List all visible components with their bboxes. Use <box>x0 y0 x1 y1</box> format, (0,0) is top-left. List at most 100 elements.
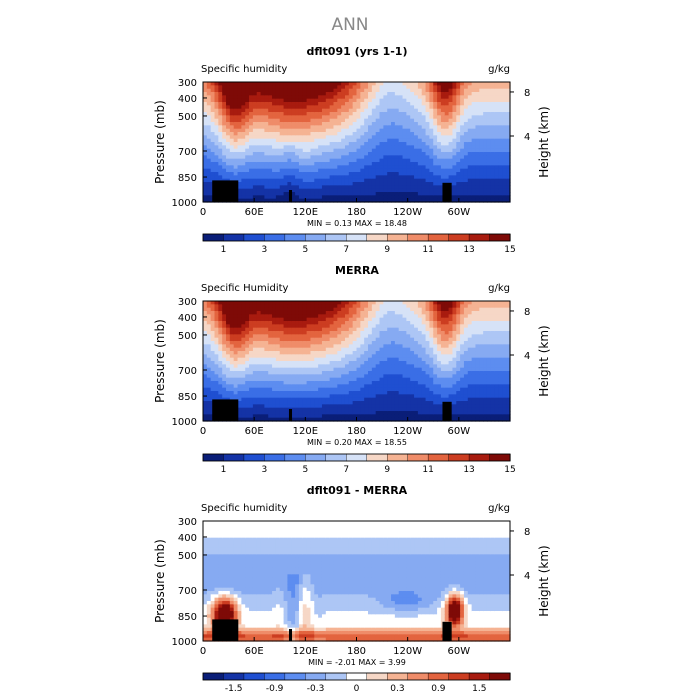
heatmap-cell <box>203 142 208 146</box>
heatmap-cell <box>452 82 457 86</box>
heatmap-cell <box>383 377 388 382</box>
heatmap-cell <box>283 417 289 422</box>
heatmap-cell <box>272 155 277 160</box>
heatmap-cell <box>371 168 377 173</box>
heatmap-cell <box>283 351 289 355</box>
heatmap-cell <box>206 122 212 126</box>
heatmap-cell <box>383 162 388 166</box>
heatmap-cell <box>252 128 258 133</box>
heatmap-cell <box>287 172 292 176</box>
heatmap-cell <box>256 394 262 399</box>
heatmap-cell <box>256 407 262 412</box>
heatmap-cell <box>314 401 319 405</box>
heatmap-cell <box>260 162 265 166</box>
heatmap-cell <box>314 417 319 422</box>
heatmap-cell <box>440 155 446 160</box>
heatmap-cell <box>364 198 369 203</box>
heatmap-cell <box>210 92 216 96</box>
heatmap-cell <box>398 88 404 93</box>
heatmap-cell <box>425 178 431 183</box>
heatmap-cell <box>406 148 411 153</box>
heatmap-cell <box>364 311 369 315</box>
heatmap-cell <box>310 165 315 170</box>
heatmap-cell <box>463 158 469 163</box>
heatmap-cell <box>364 371 369 375</box>
heatmap-cell <box>325 307 331 312</box>
heatmap-cell <box>214 364 219 369</box>
heatmap-cell <box>364 172 369 176</box>
heatmap-cell <box>460 82 465 86</box>
heatmap-cell <box>398 125 404 130</box>
heatmap-cell <box>483 178 488 183</box>
heatmap-cell <box>433 98 438 103</box>
heatmap-cell <box>341 384 346 389</box>
heatmap-cell <box>279 394 285 399</box>
heatmap-cell <box>272 397 277 402</box>
heatmap-cell <box>486 115 492 120</box>
heatmap-cell <box>321 331 327 335</box>
heatmap-cell <box>433 122 438 126</box>
heatmap-cell <box>356 414 361 419</box>
heatmap-cell <box>383 397 388 402</box>
heatmap-cell <box>352 417 358 422</box>
heatmap-cell <box>245 417 250 422</box>
heatmap-cell <box>218 304 223 309</box>
heatmap-cell <box>456 182 461 186</box>
heatmap-cell <box>287 391 292 395</box>
heatmap-cell <box>237 381 242 385</box>
heatmap-cell <box>402 95 407 100</box>
heatmap-cell <box>375 98 381 103</box>
heatmap-cell <box>502 165 507 170</box>
heatmap-cell <box>260 165 265 170</box>
heatmap-cell <box>222 384 227 389</box>
heatmap-cell <box>203 185 208 190</box>
heatmap-cell <box>218 92 223 96</box>
heatmap-cell <box>471 128 477 133</box>
heatmap-cell <box>414 192 419 196</box>
heatmap-cell <box>218 162 223 166</box>
heatmap-cell <box>371 414 377 419</box>
heatmap-cell <box>272 158 277 163</box>
heatmap-cell <box>360 135 365 140</box>
heatmap-cell <box>494 155 500 160</box>
heatmap-cell <box>444 178 450 183</box>
heatmap-cell <box>295 374 300 379</box>
heatmap-cell <box>314 185 319 190</box>
heatmap-cell <box>387 391 392 395</box>
heatmap-cell <box>337 125 342 130</box>
heatmap-cell <box>425 148 431 153</box>
heatmap-cell <box>241 108 246 113</box>
heatmap-cell <box>341 361 346 365</box>
heatmap-cell <box>486 122 492 126</box>
heatmap-cell <box>310 324 315 329</box>
heatmap-cell <box>379 387 384 392</box>
heatmap-cell <box>410 417 415 422</box>
heatmap-cell <box>391 397 396 402</box>
heatmap-cell <box>437 152 442 156</box>
heatmap-cell <box>379 321 384 325</box>
heatmap-cell <box>226 122 231 126</box>
heatmap-cell <box>486 125 492 130</box>
heatmap-cell <box>394 172 400 176</box>
heatmap-cell <box>203 404 208 409</box>
heatmap-cell <box>264 85 269 90</box>
heatmap-cell <box>260 172 265 176</box>
heatmap-cell <box>402 145 407 150</box>
heatmap-cell <box>348 407 354 412</box>
heatmap-cell <box>460 102 465 106</box>
heatmap-cell <box>429 175 434 180</box>
heatmap-cell <box>329 158 335 163</box>
heatmap-cell <box>260 152 265 156</box>
heatmap-cell <box>502 198 507 203</box>
heatmap-cell <box>406 391 411 395</box>
heatmap-cell <box>352 394 358 399</box>
heatmap-cell <box>440 122 446 126</box>
heatmap-cell <box>437 92 442 96</box>
heatmap-cell <box>398 188 404 193</box>
heatmap-cell <box>344 401 350 405</box>
heatmap-cell <box>229 347 235 352</box>
heatmap-cell <box>302 178 308 183</box>
heatmap-cell <box>467 198 473 203</box>
heatmap-cell <box>226 317 231 322</box>
heatmap-cell <box>368 105 373 110</box>
